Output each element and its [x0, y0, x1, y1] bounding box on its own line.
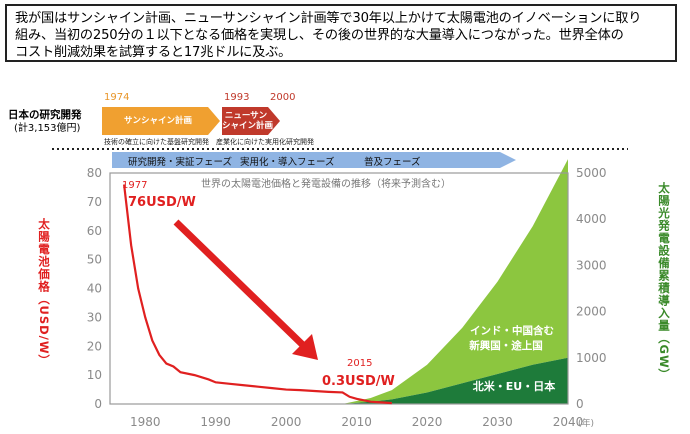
new-sunshine-label-2: シャイン計画: [222, 121, 274, 131]
y2-tick-label: 3000: [576, 258, 607, 272]
x-tick-label: 2040: [553, 415, 584, 429]
y-tick-label: 30: [87, 310, 102, 324]
y-tick-label: 0: [94, 397, 102, 411]
y-axis-title-right: 太陽光発電設備累積導入量（GW）: [657, 182, 671, 382]
y2-tick-label: 4000: [576, 212, 607, 226]
summary-line: コスト削減効果を試算すると17兆ドルに及ぶ。: [15, 45, 292, 60]
year-1974: 1974: [104, 92, 130, 103]
rd-amount: (計3,153億円): [14, 123, 81, 134]
region-developed-label: 北米・EU・日本: [473, 379, 555, 393]
y-axis-title-left: 太陽電池価格（USD/W）: [37, 218, 51, 368]
end-year-label: 2015: [347, 358, 372, 369]
y-tick-label: 60: [87, 224, 102, 238]
y2-tick-label: 0: [576, 397, 584, 411]
phase-arrow: [112, 152, 516, 168]
trend-arrow-shaft: [173, 219, 311, 353]
area-emerging: [342, 159, 568, 404]
y-tick-label: 70: [87, 195, 102, 209]
y-tick-label: 10: [87, 368, 102, 382]
year-2000: 2000: [270, 92, 296, 103]
end-price-label: 0.3USD/W: [322, 374, 395, 389]
new-sunshine-arrow: [222, 107, 280, 135]
sunshine-label: サンシャイン計画: [123, 116, 192, 126]
summary-line: 組み、当初の250分の１以下となる価格を実現し、その後の世界的な大量導入につなが…: [15, 28, 624, 43]
start-price-label: 76USD/W: [128, 195, 196, 210]
phase-label: 研究開発・実証フェーズ: [128, 157, 233, 168]
x-tick-label: 2020: [412, 415, 443, 429]
y2-tick-label: 5000: [576, 166, 607, 180]
plot-frame: [109, 172, 569, 405]
x-tick-label: 2000: [271, 415, 302, 429]
x-tick-label: 1980: [130, 415, 161, 429]
x-tick-label: 2010: [341, 415, 372, 429]
foot-note-1: 技術の確立に向けた基盤研究開発: [104, 138, 209, 146]
summary-box: 我が国はサンシャイン計画、ニューサンシャイン計画等で30年以上かけて太陽電池のイ…: [5, 4, 677, 62]
y2-tick-label: 1000: [576, 351, 607, 365]
y-tick-label: 50: [87, 253, 102, 267]
region-emerging-label: 新興国・途上国: [469, 339, 543, 352]
trend-arrow-head: [292, 334, 318, 360]
area-developed: [342, 357, 568, 404]
x-unit-label: (年): [578, 417, 594, 429]
region-emerging-label: インド・中国含む: [470, 324, 554, 337]
sunshine-arrow: [102, 107, 220, 135]
rd-label: 日本の研究開発: [8, 109, 82, 121]
phase-label: 普及フェーズ: [364, 157, 421, 168]
foot-note-2: 産業化に向けた実用化研究開発: [216, 138, 314, 146]
phase-label: 実用化・導入フェーズ: [240, 157, 335, 168]
y-tick-label: 80: [87, 166, 102, 180]
new-sunshine-label-1: ニューサン: [224, 111, 268, 121]
x-tick-label: 1990: [200, 415, 231, 429]
y2-tick-label: 2000: [576, 305, 607, 319]
chart-title: 世界の太陽電池価格と発電設備の推移（将来予測含む）: [201, 177, 451, 190]
price-line: [122, 184, 392, 405]
x-tick-label: 2030: [482, 415, 513, 429]
y-tick-label: 20: [87, 339, 102, 353]
start-year-label: 1977: [122, 180, 147, 191]
year-1993: 1993: [224, 92, 250, 103]
y-tick-label: 40: [87, 282, 102, 296]
summary-line: 我が国はサンシャイン計画、ニューサンシャイン計画等で30年以上かけて太陽電池のイ…: [15, 11, 642, 26]
